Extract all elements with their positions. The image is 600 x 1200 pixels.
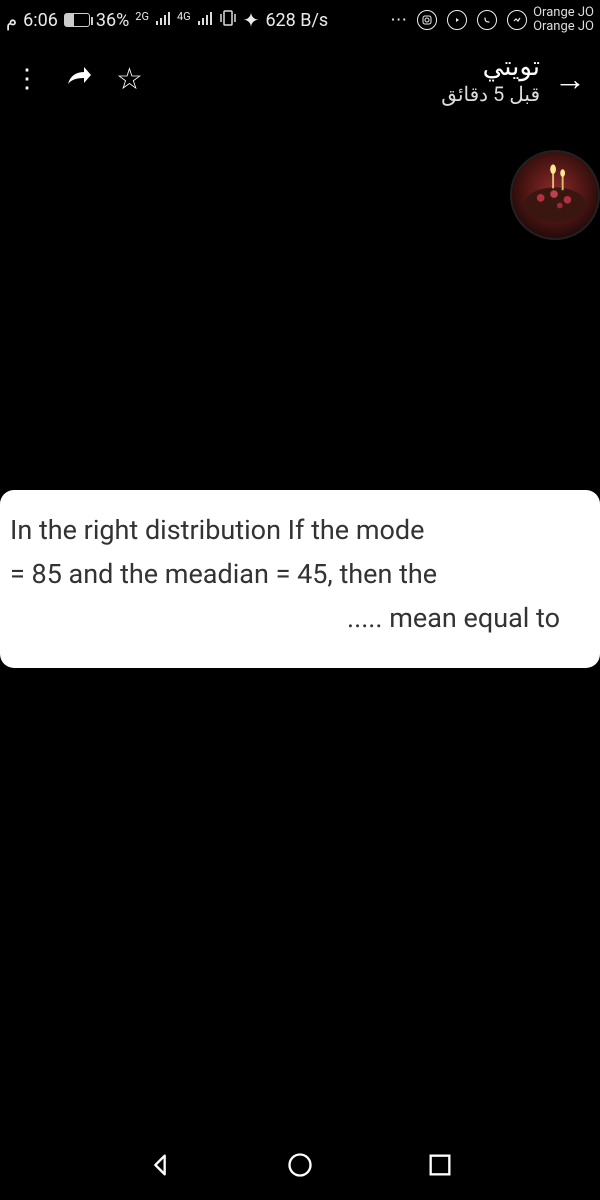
bluetooth-icon: ✦: [243, 8, 260, 32]
page-subtitle: قبل 5 دقائق: [441, 82, 540, 106]
question-line-2: = 85 and the meadian = 45, then the: [10, 552, 590, 596]
youtube-icon: [447, 10, 467, 30]
time-suffix: م: [6, 10, 17, 31]
back-button[interactable]: →: [554, 60, 586, 98]
star-icon[interactable]: ☆: [116, 62, 143, 97]
signal-cluster: 2G 4G: [135, 11, 212, 30]
page-title: تويتي: [483, 52, 540, 82]
battery-icon: [64, 13, 90, 27]
net-speed: 628 B/s: [265, 10, 328, 31]
share-icon[interactable]: [64, 64, 92, 95]
notification-icons: ⋯: [390, 10, 527, 30]
carrier-2: Orange JO: [533, 20, 594, 34]
signal-bars-2-icon: [197, 11, 213, 30]
messenger-icon: [507, 10, 527, 30]
status-left: م 6:06 36% 2G 4G ✦ 628 B/s: [6, 8, 328, 32]
nav-home-button[interactable]: [280, 1145, 320, 1185]
app-header: ⋮ ☆ تويتي قبل 5 دقائق →: [0, 40, 600, 116]
nav-recent-button[interactable]: [420, 1145, 460, 1185]
header-title-block: تويتي قبل 5 دقائق →: [441, 52, 586, 106]
carrier-1: Orange JO: [533, 6, 594, 20]
time: 6:06: [23, 10, 58, 31]
signal-4g-label: 4G: [177, 10, 191, 23]
battery-percent: 36%: [96, 10, 129, 31]
more-options-icon[interactable]: ⋮: [14, 64, 40, 94]
question-line-1: In the right distribution If the mode: [10, 508, 590, 552]
navigation-bar: [0, 1130, 600, 1200]
content-card: In the right distribution If the mode = …: [0, 490, 600, 668]
signal-2g-label: 2G: [135, 10, 149, 23]
header-actions: ⋮ ☆: [14, 62, 143, 97]
carrier-labels: Orange JO Orange JO: [533, 6, 594, 34]
question-text: In the right distribution If the mode = …: [10, 508, 590, 640]
whatsapp-icon: [477, 10, 497, 30]
avatar[interactable]: [510, 150, 600, 240]
question-line-3: ..... mean equal to: [10, 596, 590, 640]
ellipsis-icon: ⋯: [390, 10, 407, 30]
signal-bars-1-icon: [155, 11, 171, 30]
vibrate-icon: [219, 10, 237, 31]
status-right: ⋯ Orange JO Orange JO: [390, 6, 594, 34]
status-bar: م 6:06 36% 2G 4G ✦ 628 B/s ⋯: [0, 0, 600, 40]
instagram-icon: [417, 10, 437, 30]
nav-back-button[interactable]: [140, 1145, 180, 1185]
